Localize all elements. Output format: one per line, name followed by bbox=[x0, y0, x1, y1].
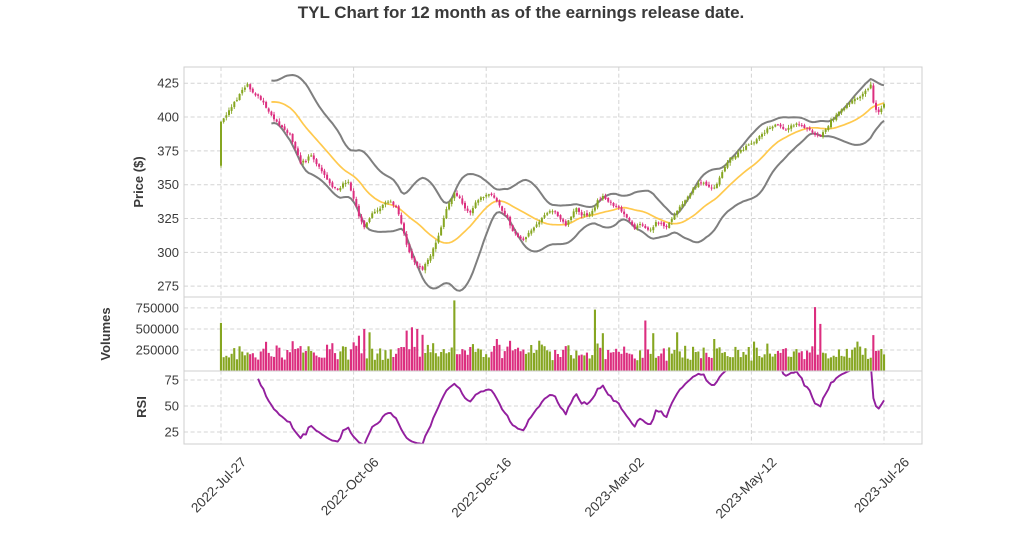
svg-text:350: 350 bbox=[157, 177, 179, 192]
volume-axis-title: Volumes bbox=[98, 307, 113, 360]
svg-text:325: 325 bbox=[157, 211, 179, 226]
svg-text:300: 300 bbox=[157, 245, 179, 260]
svg-text:50: 50 bbox=[165, 399, 179, 414]
chart-root: 275 300 325 350 375 400 425 250000 500000 750000 2… bbox=[98, 66, 923, 522]
bollinger-upper-band bbox=[271, 74, 885, 216]
svg-text:750000: 750000 bbox=[136, 300, 179, 315]
volume-bars bbox=[219, 300, 886, 371]
svg-text:2022-Dec-16: 2022-Dec-16 bbox=[449, 455, 515, 521]
svg-text:2022-Oct-06: 2022-Oct-06 bbox=[318, 455, 382, 519]
gridlines bbox=[184, 67, 922, 444]
svg-text:2023-Jul-26: 2023-Jul-26 bbox=[851, 455, 912, 516]
svg-text:2023-Mar-02: 2023-Mar-02 bbox=[582, 455, 647, 520]
chart-title: TYL Chart for 12 month as of the earning… bbox=[297, 3, 745, 22]
price-overlays bbox=[271, 74, 885, 292]
svg-text:250000: 250000 bbox=[136, 342, 179, 357]
rsi-line bbox=[257, 371, 885, 444]
rsi-line-group bbox=[257, 371, 885, 444]
y-axis-tick-labels: 275 300 325 350 375 400 425 250000 500000 750000 2… bbox=[136, 76, 179, 440]
svg-text:75: 75 bbox=[165, 373, 179, 388]
x-axis-date-labels: 2022-Jul-27 2022-Oct-06 2022-Dec-16 2023-Ma… bbox=[188, 455, 912, 522]
svg-text:375: 375 bbox=[157, 143, 179, 158]
rsi-axis-title: RSI bbox=[134, 396, 149, 418]
candlesticks bbox=[220, 81, 885, 274]
svg-text:425: 425 bbox=[157, 76, 179, 91]
svg-text:2022-Jul-27: 2022-Jul-27 bbox=[188, 455, 249, 516]
svg-text:25: 25 bbox=[165, 425, 179, 440]
sma-line bbox=[271, 101, 885, 244]
svg-text:400: 400 bbox=[157, 110, 179, 125]
svg-text:500000: 500000 bbox=[136, 321, 179, 336]
svg-text:275: 275 bbox=[157, 279, 179, 294]
svg-text:2023-May-12: 2023-May-12 bbox=[713, 455, 780, 522]
panel-borders bbox=[183, 66, 923, 445]
bollinger-lower-band bbox=[271, 119, 885, 292]
price-axis-title: Price ($) bbox=[131, 156, 146, 207]
axis-titles: Price ($) Volumes RSI bbox=[98, 156, 149, 417]
